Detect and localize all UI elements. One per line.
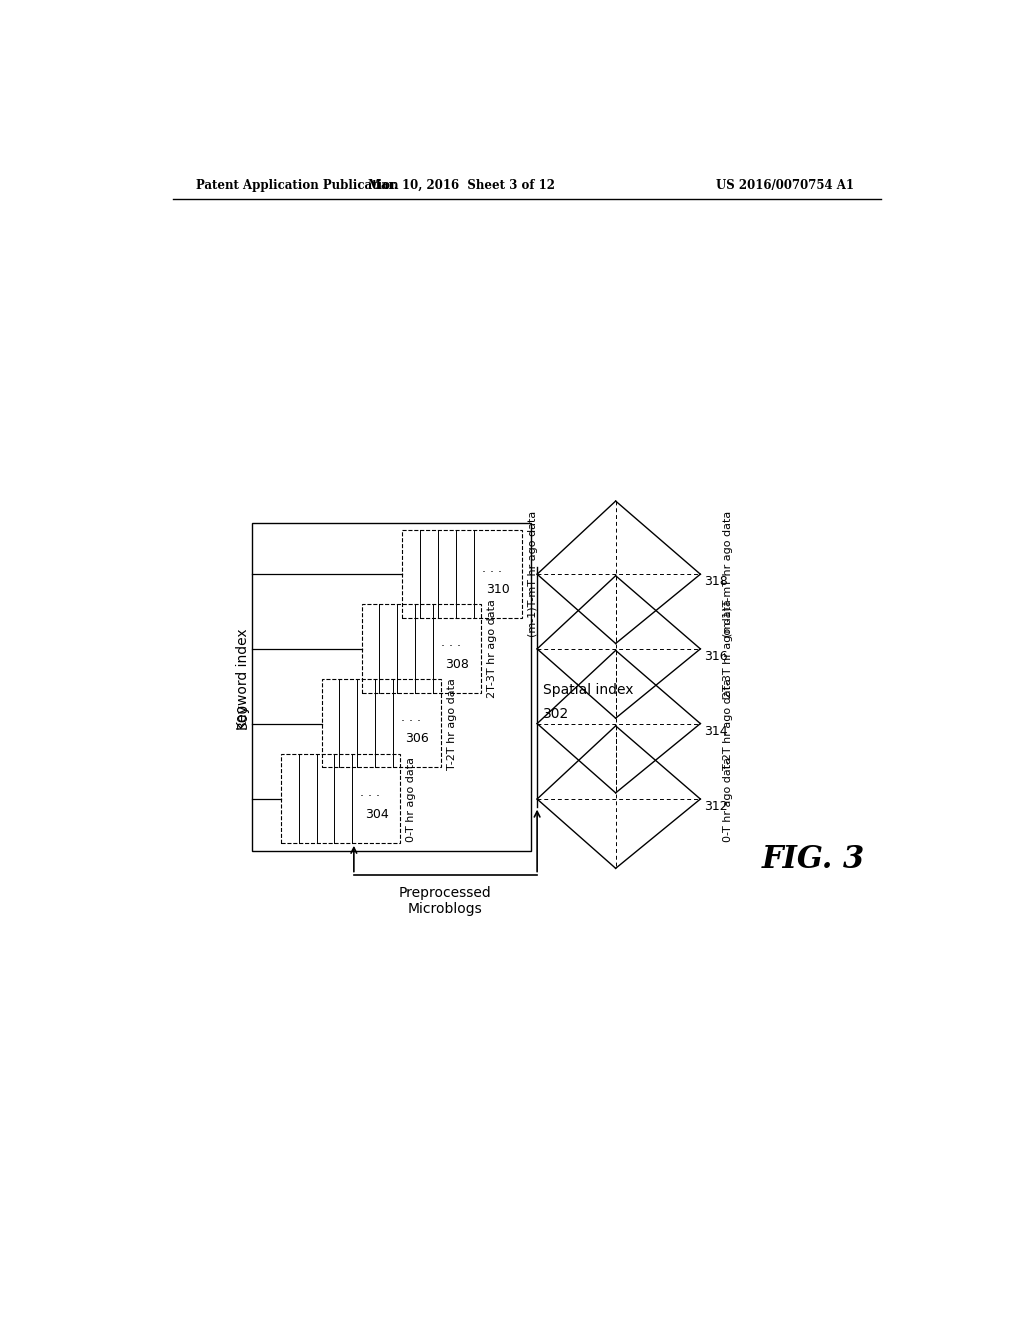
Text: 300: 300 (236, 702, 250, 729)
Text: 2T-3T hr ago data: 2T-3T hr ago data (487, 599, 497, 698)
Text: 0-T hr ago data: 0-T hr ago data (724, 756, 733, 842)
Text: . . .: . . . (441, 636, 461, 649)
Text: 304: 304 (365, 808, 388, 821)
Text: 310: 310 (486, 583, 510, 597)
Text: T-2T hr ago data: T-2T hr ago data (447, 677, 457, 770)
Text: FIG. 3: FIG. 3 (762, 843, 865, 875)
Text: 302: 302 (544, 706, 569, 721)
Text: US 2016/0070754 A1: US 2016/0070754 A1 (717, 178, 854, 191)
Text: Keyword index: Keyword index (236, 628, 250, 730)
Text: . . .: . . . (401, 711, 421, 723)
Text: Preprocessed
Microblogs: Preprocessed Microblogs (399, 886, 492, 916)
Text: 0-T hr ago data: 0-T hr ago data (407, 756, 416, 842)
Text: 312: 312 (705, 800, 728, 813)
Text: . . .: . . . (482, 561, 502, 574)
Text: (m-1)T-mT hr ago data: (m-1)T-mT hr ago data (724, 511, 733, 638)
Text: 2T-3T hr ago data: 2T-3T hr ago data (724, 599, 733, 698)
Text: Spatial index: Spatial index (544, 682, 634, 697)
Text: 316: 316 (705, 649, 728, 663)
Text: . . .: . . . (360, 787, 380, 800)
Text: 308: 308 (445, 657, 469, 671)
Text: T-2T hr ago data: T-2T hr ago data (724, 677, 733, 770)
Text: Mar. 10, 2016  Sheet 3 of 12: Mar. 10, 2016 Sheet 3 of 12 (369, 178, 555, 191)
Text: Patent Application Publication: Patent Application Publication (196, 178, 398, 191)
Text: 318: 318 (705, 576, 728, 589)
Text: 306: 306 (406, 733, 429, 746)
Text: 314: 314 (705, 725, 728, 738)
Text: (m-1)T-mT hr ago data: (m-1)T-mT hr ago data (528, 511, 538, 638)
